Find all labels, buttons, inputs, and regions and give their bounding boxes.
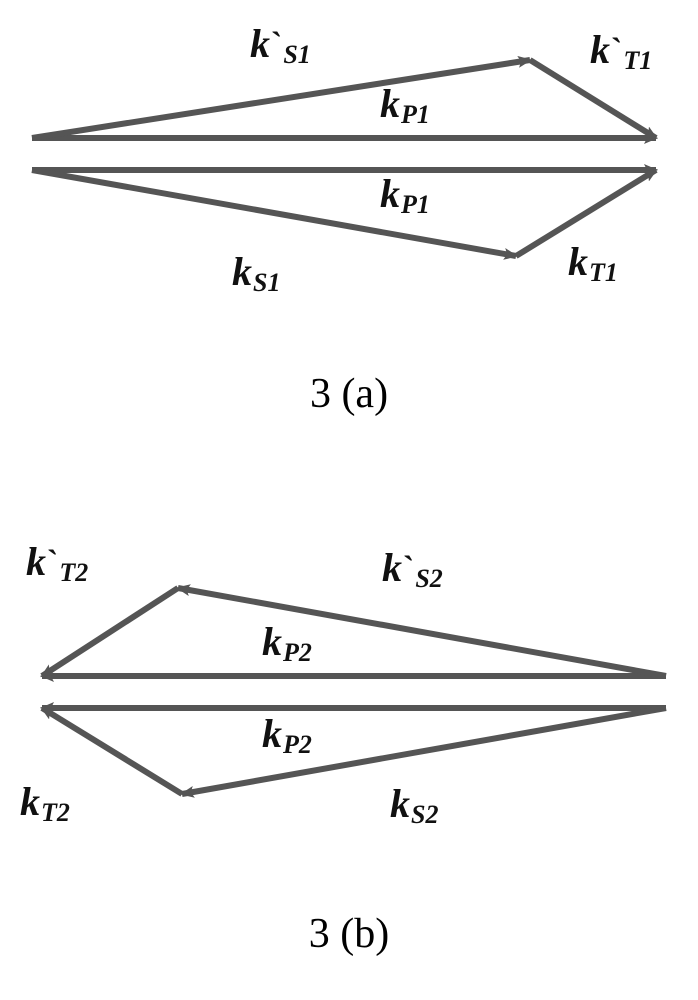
label-text: k	[250, 21, 270, 66]
label-text: k	[262, 619, 282, 664]
panel-b-svg	[20, 540, 678, 860]
label-text: k	[568, 239, 588, 284]
label-kT2: kT2	[20, 778, 70, 825]
label-kS1: kS1	[232, 248, 280, 295]
label-text: k	[390, 781, 410, 826]
label-kP2-bot: kP2	[262, 710, 312, 757]
label-kT1: kT1	[568, 238, 618, 285]
label-tick: `	[270, 26, 282, 63]
panel-a: k`S1 k`T1 kP1 kP1 kS1 kT1	[20, 20, 678, 320]
figure-page: k`S1 k`T1 kP1 kP1 kS1 kT1 3 (a)	[0, 0, 698, 1000]
label-kT2-prime: k`T2	[26, 538, 88, 585]
panel-b: k`T2 k`S2 kP2 kP2 kT2 kS2	[20, 540, 678, 860]
panel-b-vectors	[42, 588, 666, 794]
label-sub: S1	[252, 268, 280, 297]
label-text: k	[382, 545, 402, 590]
label-sub: T2	[40, 798, 70, 827]
label-tick: `	[402, 550, 414, 587]
caption-b-text: 3 (b)	[309, 911, 389, 957]
label-kS1-prime: k`S1	[250, 20, 311, 67]
label-kS2-prime: k`S2	[382, 544, 443, 591]
panel-a-vectors	[32, 60, 656, 256]
label-text: k	[26, 539, 46, 584]
label-sub: T1	[588, 258, 618, 287]
label-sub: S1	[282, 40, 310, 69]
label-text: k	[380, 171, 400, 216]
label-sub: P1	[400, 190, 430, 219]
label-sub: S2	[414, 564, 442, 593]
label-text: k	[232, 249, 252, 294]
label-kP1-top: kP1	[380, 80, 430, 127]
label-sub: P2	[282, 730, 312, 759]
label-text: k	[262, 711, 282, 756]
label-sub: P1	[400, 100, 430, 129]
label-kS2: kS2	[390, 780, 438, 827]
caption-a-text: 3 (a)	[310, 371, 388, 417]
label-text: k	[20, 779, 40, 824]
label-sub: T1	[622, 46, 652, 75]
caption-b: 3 (b)	[0, 910, 698, 958]
label-sub: S2	[410, 800, 438, 829]
label-kT1-prime: k`T1	[590, 26, 652, 73]
label-kP1-bot: kP1	[380, 170, 430, 217]
vector-kS1-prime	[32, 60, 530, 138]
label-tick: `	[46, 544, 58, 581]
vector-kT2-prime	[42, 588, 178, 676]
label-text: k	[590, 27, 610, 72]
vector-kS1	[32, 170, 516, 256]
label-tick: `	[610, 32, 622, 69]
caption-a: 3 (a)	[0, 370, 698, 418]
label-kP2-top: kP2	[262, 618, 312, 665]
label-text: k	[380, 81, 400, 126]
label-sub: T2	[58, 558, 88, 587]
label-sub: P2	[282, 638, 312, 667]
vector-kS2-prime	[178, 588, 666, 676]
